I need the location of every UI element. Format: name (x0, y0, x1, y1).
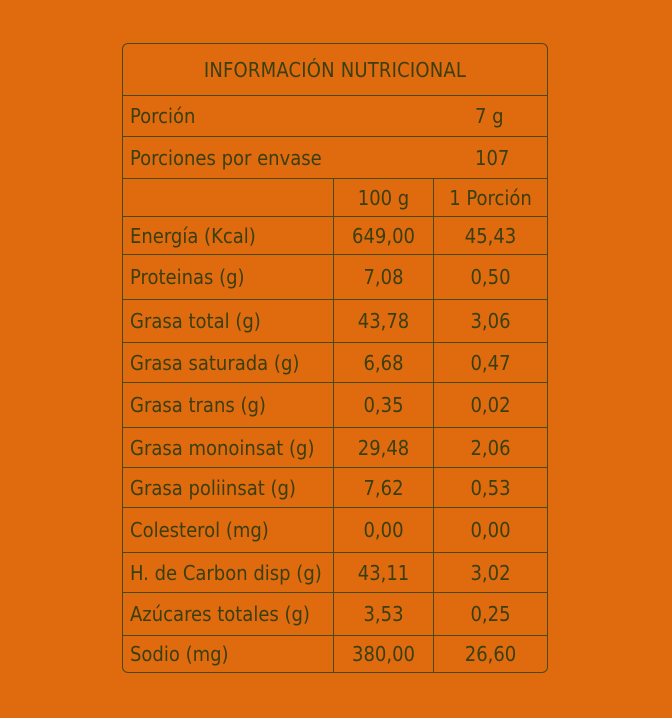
nutrient-per-100g: 7,08 (333, 255, 433, 299)
nutrient-per-100g: 649,00 (333, 217, 433, 254)
nutrient-per-100g: 3,53 (333, 593, 433, 635)
header-per-portion: 1 Porción (433, 179, 547, 216)
nutrient-per-portion: 0,47 (433, 343, 547, 382)
portion-row: Porción 7 g (123, 96, 547, 137)
nutrient-per-portion: 45,43 (433, 217, 547, 254)
servings-row: Porciones por envase 107 (123, 137, 547, 179)
nutrient-per-100g: 6,68 (333, 343, 433, 382)
table-row: Grasa poliinsat (g) 7,62 0,53 (123, 468, 547, 508)
nutrient-per-100g: 380,00 (333, 636, 433, 672)
nutrient-per-portion: 0,53 (433, 468, 547, 507)
table-row: Grasa total (g) 43,78 3,06 (123, 300, 547, 343)
nutrient-label: Energía (Kcal) (130, 223, 256, 248)
nutrient-per-portion: 2,06 (433, 428, 547, 467)
portion-label: Porción (130, 104, 196, 128)
nutrient-per-100g: 0,00 (333, 508, 433, 552)
nutrient-per-portion: 0,02 (433, 383, 547, 427)
header-empty-cell (123, 179, 333, 216)
nutrient-per-portion: 0,00 (433, 508, 547, 552)
nutrient-per-portion: 0,25 (433, 593, 547, 635)
table-row: Colesterol (mg) 0,00 0,00 (123, 508, 547, 553)
table-row: Grasa monoinsat (g) 29,48 2,06 (123, 428, 547, 468)
nutrient-label: Grasa saturada (g) (130, 350, 300, 375)
table-row: H. de Carbon disp (g) 43,11 3,02 (123, 553, 547, 593)
nutrient-label: Colesterol (mg) (130, 518, 269, 542)
table-row: Azúcares totales (g) 3,53 0,25 (123, 593, 547, 636)
servings-value: 107 (475, 145, 510, 170)
table-row: Grasa saturada (g) 6,68 0,47 (123, 343, 547, 383)
nutrient-label: Grasa total (g) (130, 309, 261, 333)
nutrient-per-portion: 3,06 (433, 300, 547, 342)
nutrient-label: Grasa poliinsat (g) (130, 475, 296, 500)
nutrient-label: Azúcares totales (g) (130, 602, 310, 626)
nutrient-per-100g: 43,11 (333, 553, 433, 592)
header-per-100g: 100 g (333, 179, 433, 216)
nutrient-label: Grasa monoinsat (g) (130, 435, 315, 460)
nutrient-label: H. de Carbon disp (g) (130, 560, 322, 585)
nutrient-per-portion: 26,60 (433, 636, 547, 672)
nutrient-per-100g: 0,35 (333, 383, 433, 427)
nutrient-label: Proteinas (g) (130, 265, 245, 289)
nutrient-per-portion: 3,02 (433, 553, 547, 592)
nutrient-per-100g: 7,62 (333, 468, 433, 507)
table-row: Grasa trans (g) 0,35 0,02 (123, 383, 547, 428)
column-header-row: 100 g 1 Porción (123, 179, 547, 217)
servings-label: Porciones por envase (130, 145, 322, 170)
table-row: Proteinas (g) 7,08 0,50 (123, 255, 547, 300)
table-title: INFORMACIÓN NUTRICIONAL (123, 44, 547, 96)
table-row: Sodio (mg) 380,00 26,60 (123, 636, 547, 672)
nutrient-label: Grasa trans (g) (130, 393, 266, 417)
nutrient-per-portion: 0,50 (433, 255, 547, 299)
nutrition-facts-table: INFORMACIÓN NUTRICIONAL Porción 7 g Porc… (122, 43, 548, 673)
nutrient-per-100g: 29,48 (333, 428, 433, 467)
portion-value: 7 g (475, 104, 504, 128)
nutrient-per-100g: 43,78 (333, 300, 433, 342)
table-row: Energía (Kcal) 649,00 45,43 (123, 217, 547, 255)
nutrient-label: Sodio (mg) (130, 642, 229, 666)
